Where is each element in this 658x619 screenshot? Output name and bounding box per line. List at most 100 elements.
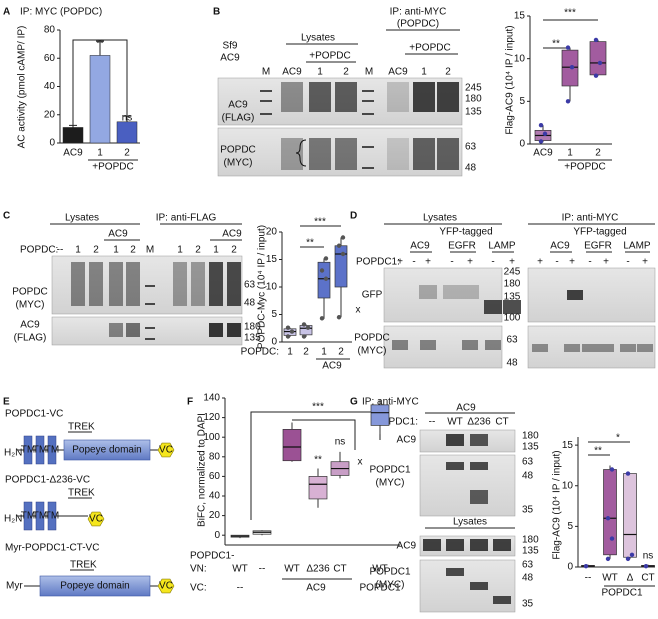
data-point xyxy=(569,65,575,70)
blot-band xyxy=(227,323,241,337)
x-tick-label: CT xyxy=(641,573,654,584)
blot-label: Sf9 xyxy=(222,41,237,52)
data-point xyxy=(323,256,329,261)
significance-label: ns xyxy=(335,437,346,448)
vc-tag xyxy=(157,578,175,594)
blot-label: Lysates xyxy=(423,213,457,224)
data-point xyxy=(336,243,342,248)
blot-label: +POPDC xyxy=(409,43,450,54)
diagram-label: TM xyxy=(45,445,59,456)
blot-band xyxy=(485,340,501,350)
blot-label: 100 xyxy=(504,313,521,324)
y-tick-label: 20 xyxy=(44,109,56,120)
blot-label: AC9 xyxy=(410,241,430,252)
data-point xyxy=(336,315,342,320)
blot-label: AC9 xyxy=(220,53,240,64)
blot-label: - xyxy=(412,257,415,268)
data-point xyxy=(323,276,329,281)
blot-label: Lysates xyxy=(301,33,335,44)
blot-band xyxy=(362,100,374,102)
blot-label: (MYC) xyxy=(376,580,405,591)
blot-label: (FLAG) xyxy=(14,333,47,344)
blot-label: AC9 xyxy=(282,67,302,78)
blot-band xyxy=(582,344,598,352)
y-tick-label: 120 xyxy=(203,412,220,423)
blot-label: x xyxy=(358,457,363,468)
diagram-label: TM xyxy=(45,511,59,522)
blot-band xyxy=(281,138,303,170)
blot-band xyxy=(227,262,241,306)
blot-label: AC9 xyxy=(397,541,417,552)
blot-band xyxy=(362,167,374,169)
blot-label: AC9 xyxy=(20,320,40,331)
significance-label: ** xyxy=(552,39,560,50)
blot xyxy=(383,267,503,323)
diagram-label: POPDC1-VC xyxy=(5,409,63,420)
y-tick-label: 15 xyxy=(266,254,278,265)
y-tick-label: 0 xyxy=(567,562,573,573)
blot xyxy=(419,535,516,557)
y-tick-label: 80 xyxy=(209,451,221,462)
blot-band xyxy=(446,462,464,470)
y-tick-label: 15 xyxy=(514,11,526,22)
x-tick-label: 1 xyxy=(287,347,293,358)
tm-helix xyxy=(35,435,45,465)
blot-label: + xyxy=(603,257,609,268)
blot-band xyxy=(89,262,103,306)
x-tick-label: AC9 xyxy=(533,148,553,159)
blot-label: 2 xyxy=(445,67,451,78)
blot-band xyxy=(387,82,409,112)
significance-label: *** xyxy=(314,217,326,228)
blot-label: 48 xyxy=(244,298,256,309)
blot-label: EGFR xyxy=(584,241,612,252)
blot-band xyxy=(191,262,205,306)
data-point xyxy=(565,99,571,104)
blot-band xyxy=(470,582,488,590)
significance-label: ns xyxy=(643,551,654,562)
blot-band xyxy=(484,300,502,314)
blot-label: Δ236 xyxy=(467,417,491,428)
data-point xyxy=(319,268,325,273)
x-tick-label: WT xyxy=(602,573,618,584)
blot-label: 180 xyxy=(504,279,521,290)
blot-label: 1 xyxy=(177,245,183,256)
blot-band xyxy=(335,82,357,112)
blot-band xyxy=(362,113,374,115)
y-tick-label: 140 xyxy=(203,393,220,404)
data-point xyxy=(597,60,603,66)
x-tick-label: Δ xyxy=(627,573,634,584)
significance-label: ** xyxy=(594,446,602,457)
blot-band xyxy=(620,344,636,352)
blot-label: 48 xyxy=(522,573,534,584)
data-point xyxy=(609,536,615,541)
box xyxy=(282,429,302,462)
diagram-label: H₂N xyxy=(4,448,22,459)
blot-label: 2 xyxy=(231,245,237,256)
blot-label: - xyxy=(626,257,629,268)
x-tick-label: 2 xyxy=(303,347,309,358)
blot xyxy=(419,429,516,453)
y-axis-label: POPDC-Myc (10⁴ IP / input) xyxy=(257,225,268,349)
blot-label: 1 xyxy=(213,245,219,256)
blot-label: AC9 xyxy=(550,241,570,252)
blot-label: 63 xyxy=(244,280,256,291)
blot-label: LAMP xyxy=(623,241,651,252)
blot-label: 245 xyxy=(504,267,521,278)
blot-label: 180 xyxy=(522,535,539,546)
box xyxy=(317,261,331,299)
blot-band xyxy=(145,303,155,305)
blot-label: WT xyxy=(447,417,463,428)
blot-label: 2 xyxy=(343,67,349,78)
data-point xyxy=(629,552,635,558)
x-tick-label: WT xyxy=(284,564,300,575)
row-label: VN: xyxy=(190,564,207,575)
group-label: +POPDC xyxy=(92,162,133,173)
y-tick-label: 60 xyxy=(44,53,56,64)
blot-label: 180 xyxy=(522,431,539,442)
x-tick-label: WT xyxy=(372,564,388,575)
blot-band xyxy=(423,539,441,551)
underline xyxy=(384,223,655,253)
data-point xyxy=(301,334,307,339)
data-point xyxy=(593,73,599,78)
data-point xyxy=(609,467,615,472)
